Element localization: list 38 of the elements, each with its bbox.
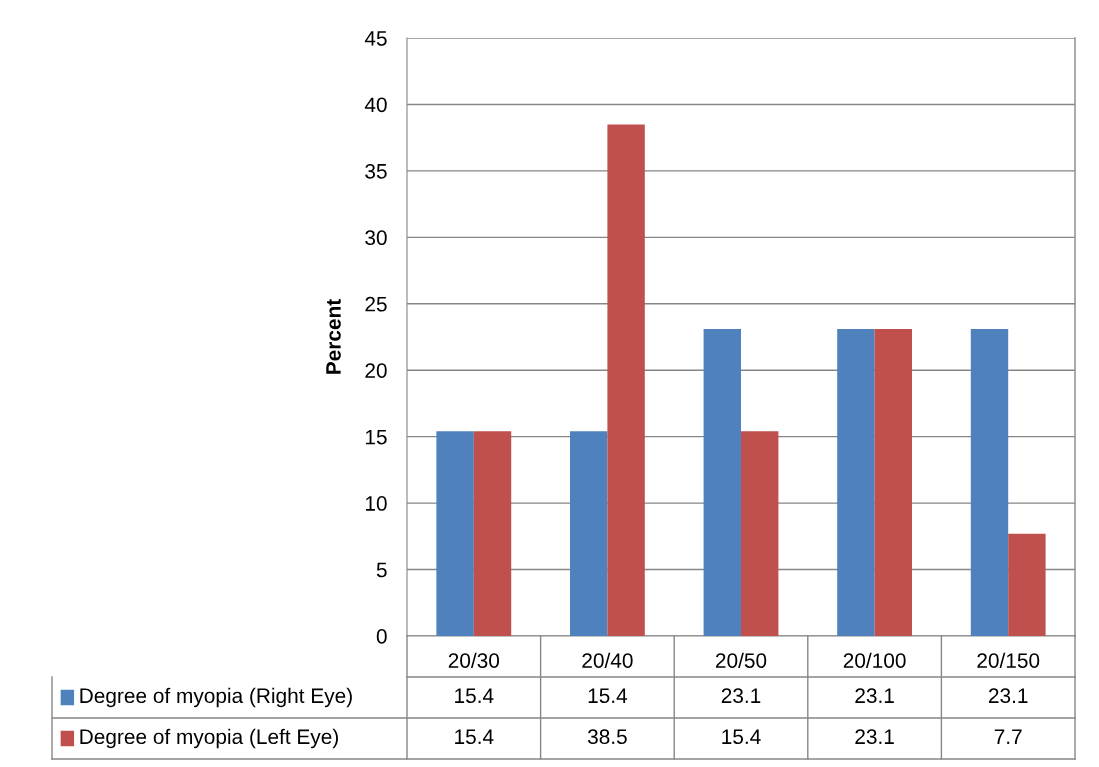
bar (837, 329, 875, 636)
bar (436, 431, 474, 636)
y-tick-label: 20 (365, 363, 387, 378)
y-tick-label: 25 (365, 296, 387, 312)
y-tick-label: 10 (365, 496, 387, 511)
y-tick-label: 40 (364, 97, 387, 113)
data-label: 23.1 (988, 688, 1028, 704)
data-label: 23.1 (721, 688, 761, 704)
data-label: 15.4 (588, 688, 628, 704)
bar (741, 431, 779, 636)
x-tick-label: 20/150 (977, 652, 1040, 668)
y-axis-title: Percent (326, 299, 341, 374)
bar (473, 431, 512, 636)
bar (703, 329, 741, 636)
y-tick-label: 30 (365, 230, 387, 246)
x-tick-label: 20/100 (843, 652, 906, 668)
data-label: 23.1 (855, 688, 894, 704)
bar (607, 124, 645, 636)
x-tick-label: 20/40 (582, 652, 633, 668)
y-tick-label: 0 (376, 629, 387, 644)
data-label: 15.4 (455, 688, 494, 704)
y-tick-label: 5 (376, 562, 387, 578)
y-tick-label: 45 (364, 31, 387, 46)
y-tick-label: 15 (365, 429, 387, 445)
legend-label: Degree of myopia (Right Eye) (80, 687, 352, 708)
data-label: 38.5 (587, 729, 627, 745)
y-tick-label: 35 (365, 163, 387, 179)
bar (1008, 533, 1046, 636)
data-label: 15.4 (455, 729, 494, 745)
legend-label: Degree of myopia (Left Eye) (80, 728, 338, 749)
data-label: 23.1 (855, 729, 894, 745)
x-tick-label: 20/50 (715, 652, 767, 668)
bar (970, 329, 1009, 636)
bar (874, 329, 913, 636)
x-tick-label: 20/30 (448, 652, 500, 668)
data-label: 7.7 (994, 729, 1022, 744)
data-label: 15.4 (722, 729, 761, 745)
bar (569, 431, 608, 636)
